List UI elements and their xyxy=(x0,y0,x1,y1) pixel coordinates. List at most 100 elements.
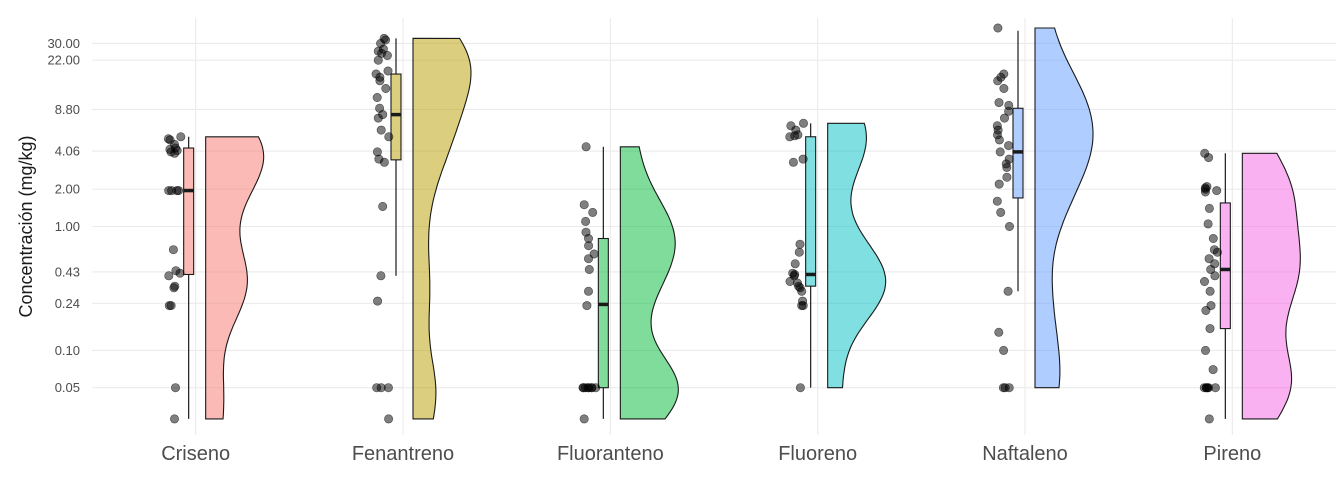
point-layer xyxy=(163,23,1222,424)
data-point xyxy=(1201,345,1211,355)
data-point xyxy=(1206,301,1216,311)
data-point xyxy=(172,186,182,196)
data-point xyxy=(1205,286,1215,296)
data-point xyxy=(168,245,178,255)
data-point xyxy=(788,268,798,278)
box-pireno xyxy=(1219,202,1231,330)
x-tick-label: Criseno xyxy=(161,443,230,465)
data-point xyxy=(581,227,591,237)
data-point xyxy=(1003,286,1013,296)
data-point xyxy=(166,301,176,311)
data-point xyxy=(372,93,382,103)
data-point xyxy=(1004,100,1014,110)
data-point xyxy=(581,142,591,152)
violin-fluoreno xyxy=(827,122,887,389)
data-point xyxy=(790,259,800,269)
data-point xyxy=(999,113,1009,123)
box-criseno xyxy=(183,147,195,276)
x-tick-label: Naftaleno xyxy=(982,443,1068,465)
data-point xyxy=(798,154,808,164)
y-tick-label: 4.06 xyxy=(55,144,80,159)
data-point xyxy=(786,121,796,131)
y-tick-label: 0.43 xyxy=(55,264,80,279)
y-tick-label: 0.05 xyxy=(55,380,80,395)
data-point xyxy=(1209,245,1219,255)
data-point xyxy=(379,33,389,43)
data-point xyxy=(381,84,391,94)
data-point xyxy=(384,414,394,424)
data-point xyxy=(170,414,180,424)
data-point xyxy=(999,69,1009,79)
data-point xyxy=(171,383,181,393)
data-point xyxy=(795,383,805,393)
y-tick-label: 30.00 xyxy=(47,36,80,51)
y-tick-label: 8.80 xyxy=(55,102,80,117)
data-point xyxy=(582,301,592,311)
data-point xyxy=(373,296,383,306)
data-point xyxy=(1205,324,1215,334)
data-point xyxy=(994,98,1004,108)
data-point xyxy=(383,383,393,393)
data-point xyxy=(1002,172,1012,182)
data-point xyxy=(798,296,808,306)
data-point xyxy=(164,186,174,196)
data-point xyxy=(999,84,1009,94)
data-point xyxy=(1208,234,1218,244)
data-point xyxy=(163,134,173,144)
data-point xyxy=(170,281,180,291)
grid-layer xyxy=(92,18,1336,435)
y-tick-label: 1.00 xyxy=(55,219,80,234)
violin-pireno xyxy=(1241,152,1301,420)
violin-naftaleno xyxy=(1034,27,1094,389)
data-point xyxy=(589,249,599,259)
data-point xyxy=(591,383,601,393)
x-tick-label: Fluoreno xyxy=(778,443,857,465)
data-point xyxy=(993,23,1003,33)
data-point xyxy=(1212,186,1222,196)
data-point xyxy=(999,345,1009,355)
y-tick-label: 0.24 xyxy=(55,296,80,311)
data-point xyxy=(1204,254,1214,264)
data-point xyxy=(579,200,589,210)
box-layer xyxy=(183,30,1231,419)
data-point xyxy=(795,239,805,249)
data-point xyxy=(994,327,1004,337)
data-point xyxy=(1204,414,1214,424)
x-tick-label: Fluoranteno xyxy=(557,443,664,465)
data-point xyxy=(994,179,1004,189)
y-tick-label: 22.00 xyxy=(47,53,80,68)
violin-layer xyxy=(205,27,1301,420)
violin-fluoranteno xyxy=(619,146,679,420)
data-point xyxy=(378,202,388,212)
data-point xyxy=(1000,383,1010,393)
data-point xyxy=(992,196,1002,206)
x-tick-label: Fenantreno xyxy=(352,443,454,465)
data-point xyxy=(1210,259,1220,269)
data-point xyxy=(376,271,386,281)
data-point xyxy=(164,271,174,281)
data-point xyxy=(376,125,386,135)
x-tick-labels: Criseno Fenantreno Fluoranteno Fluoreno Naft… xyxy=(161,443,1261,465)
data-point xyxy=(588,207,598,217)
y-tick-label: 2.00 xyxy=(55,182,80,197)
data-point xyxy=(1200,276,1210,286)
y-tick-labels: 0.05 0.10 0.24 0.43 1.00 2.00 4.06 8.80 22.00 30.… xyxy=(47,36,80,395)
data-point xyxy=(992,121,1002,131)
data-point xyxy=(1004,154,1014,164)
data-point xyxy=(579,414,589,424)
data-point xyxy=(384,132,394,142)
data-point xyxy=(583,286,593,296)
violin-criseno xyxy=(205,136,265,420)
data-point xyxy=(996,207,1006,217)
box-fenantreno xyxy=(390,73,402,161)
data-point xyxy=(1004,141,1014,151)
data-point xyxy=(171,266,181,276)
data-point xyxy=(584,264,594,274)
data-point xyxy=(798,118,808,128)
y-axis-label: Concentración (mg/kg) xyxy=(16,135,36,317)
data-point xyxy=(1210,271,1220,281)
violin-fenantreno xyxy=(412,37,472,420)
y-tick-label: 0.10 xyxy=(55,343,80,358)
data-point xyxy=(371,69,381,79)
